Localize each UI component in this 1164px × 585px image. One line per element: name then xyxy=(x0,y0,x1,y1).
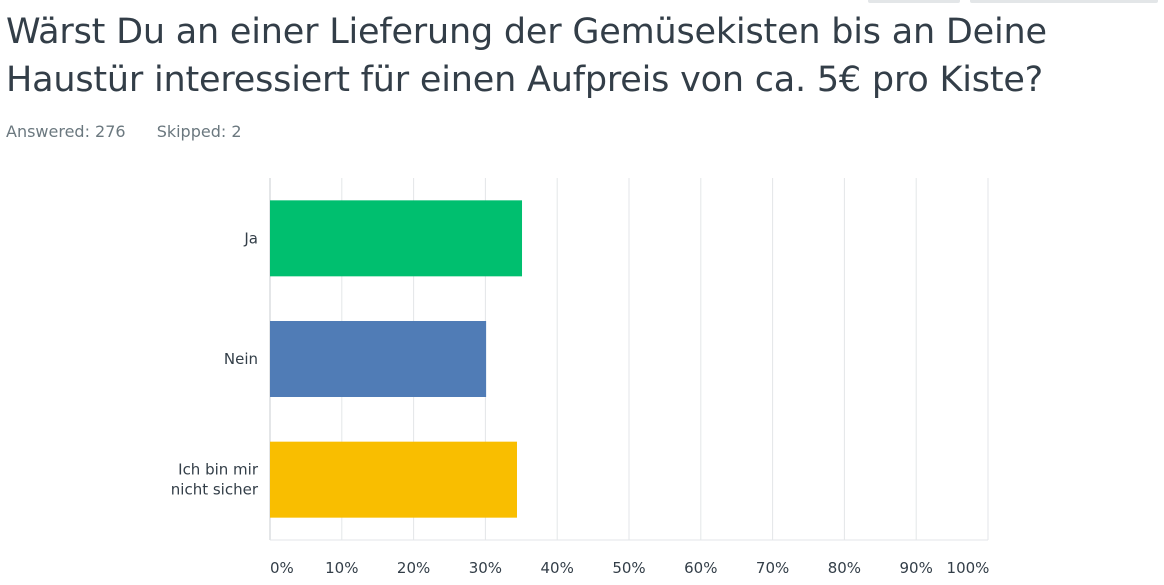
x-tick-label: 90% xyxy=(900,559,933,577)
bar[interactable] xyxy=(270,321,487,397)
category-label: Ich bin mir nicht sicher xyxy=(171,461,259,499)
bars xyxy=(270,200,523,518)
x-tick-label: 0% xyxy=(270,559,294,577)
response-stats: Answered: 276 Skipped: 2 xyxy=(6,122,268,141)
question-title: Wärst Du an einer Lieferung der Gemüseki… xyxy=(6,12,1047,100)
x-tick-label: 30% xyxy=(469,559,502,577)
skipped-count: Skipped: 2 xyxy=(156,122,242,141)
category-label-line: Ich bin mir xyxy=(178,461,259,479)
x-tick-labels: 0% 10% 20% 30% 40% 50% 60% 70% 80% 90% 100% xyxy=(270,559,989,577)
bar[interactable] xyxy=(270,441,517,518)
x-tick-label: 40% xyxy=(541,559,574,577)
x-tick-label: 60% xyxy=(684,559,717,577)
x-tick-label: 20% xyxy=(397,559,430,577)
category-label-line: Nein xyxy=(224,350,258,368)
category-labels: Ja Nein Ich bin mir nicht sicher xyxy=(171,229,259,498)
x-tick-label: 100% xyxy=(947,559,990,577)
bar[interactable] xyxy=(270,200,523,277)
x-tick-label: 70% xyxy=(756,559,789,577)
category-label-line: nicht sicher xyxy=(171,481,259,499)
x-tick-label: 50% xyxy=(612,559,645,577)
top-tab-indicator-2 xyxy=(970,0,1158,3)
category-label: Nein xyxy=(224,350,258,368)
x-tick-label: 80% xyxy=(828,559,861,577)
answered-count: Answered: 276 xyxy=(6,122,126,141)
x-tick-label: 10% xyxy=(325,559,358,577)
category-label: Ja xyxy=(243,229,258,247)
top-tab-indicator-1 xyxy=(868,0,960,3)
category-label-line: Ja xyxy=(243,229,258,247)
